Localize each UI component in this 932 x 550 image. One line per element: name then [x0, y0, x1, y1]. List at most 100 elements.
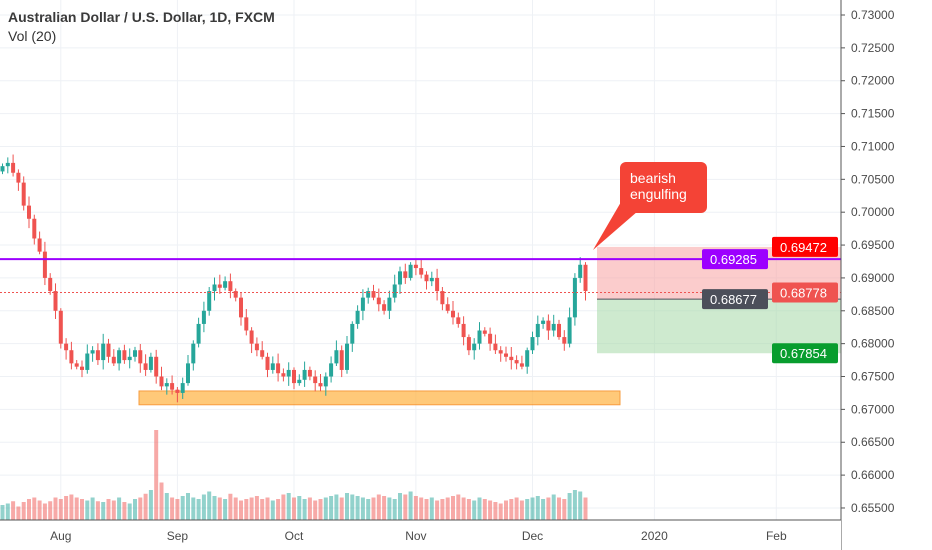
time-tick-label: Sep: [167, 529, 189, 543]
candle: [334, 340, 339, 366]
chart-legend: Australian Dollar / U.S. Dollar, 1D, FXC…: [8, 8, 275, 46]
candle: [239, 292, 243, 326]
price-tick-label: 0.69500: [851, 238, 895, 252]
candle-body: [498, 350, 503, 354]
candle: [148, 352, 153, 373]
candle-body: [504, 353, 508, 357]
volume-bar: [488, 500, 493, 520]
candle-body: [445, 304, 450, 311]
price-tick-label: 0.66000: [851, 468, 895, 482]
candle-body: [429, 277, 434, 282]
candle-body: [567, 317, 572, 344]
volume-bar: [456, 494, 461, 520]
volume-bar: [472, 500, 477, 520]
candle: [355, 305, 360, 329]
candle-body: [424, 274, 429, 282]
volume-bar: [138, 497, 143, 520]
price-label: 0.68677: [710, 292, 757, 307]
volume-bar: [117, 497, 122, 520]
candle: [435, 268, 440, 301]
candle-body: [583, 264, 588, 292]
volume-bar: [37, 500, 42, 520]
volume-indicator-label[interactable]: Vol (20): [8, 28, 57, 44]
candle: [445, 297, 450, 314]
candle-body: [493, 343, 498, 351]
volume-bar: [382, 496, 387, 520]
volume-bar: [106, 499, 111, 520]
volume-bar: [435, 500, 440, 520]
volume-bar: [302, 499, 307, 520]
candle: [398, 266, 402, 294]
price-tick-label: 0.67500: [851, 370, 895, 384]
candle-body: [477, 330, 482, 344]
volume-bar: [286, 493, 291, 520]
candle: [5, 157, 10, 174]
candle: [48, 273, 53, 295]
candle-body: [53, 291, 58, 311]
price-label: 0.68778: [780, 286, 827, 301]
price-axis: [841, 0, 932, 550]
volume-bar: [482, 499, 487, 520]
candle-body: [535, 323, 540, 338]
candle: [360, 289, 365, 321]
candle-body: [546, 320, 551, 331]
volume-bar: [355, 496, 360, 520]
candle-body: [488, 333, 493, 344]
volume-bar: [180, 496, 185, 520]
volume-bar: [143, 493, 148, 520]
candle-body: [265, 356, 270, 370]
candle: [191, 340, 196, 371]
volume-bar: [53, 497, 58, 520]
volume-bar: [101, 502, 106, 520]
volume-bar: [201, 494, 206, 520]
candle-body: [398, 271, 402, 285]
candle: [419, 259, 424, 279]
candle-body: [382, 304, 387, 311]
volume-bar: [583, 497, 588, 520]
volume-bar: [329, 496, 334, 520]
price-tick-label: 0.71500: [851, 107, 895, 121]
candle-body: [413, 264, 418, 269]
candle-body: [122, 350, 127, 361]
volume-bar: [127, 503, 132, 520]
candle: [413, 259, 418, 276]
volume-bar: [466, 499, 471, 520]
volume-bar: [334, 494, 339, 520]
candle-body: [244, 317, 249, 331]
volume-bar: [413, 496, 418, 520]
candle-body: [5, 162, 10, 167]
candle: [519, 355, 524, 370]
candle: [345, 336, 349, 374]
candle-body: [307, 369, 312, 377]
volume-bar: [509, 499, 514, 520]
price-label-bg: [772, 343, 838, 364]
candle: [111, 349, 116, 366]
candle: [318, 374, 323, 392]
candle: [249, 327, 254, 354]
candle-body: [435, 277, 440, 292]
price-tick-label: 0.71000: [851, 139, 895, 153]
symbol-title: Australian Dollar / U.S. Dollar, 1D, FXC…: [8, 9, 275, 25]
candle-body: [292, 369, 296, 384]
candle-body: [207, 291, 212, 311]
price-label: 0.69285: [710, 252, 757, 267]
volume-bar: [398, 493, 402, 520]
candle-body: [355, 310, 360, 324]
volume-bar: [297, 496, 302, 520]
candle-body: [551, 323, 556, 331]
candle: [535, 315, 540, 346]
candle-body: [85, 353, 90, 370]
price-label-bg: [702, 289, 768, 310]
bearish-engulfing-callout[interactable]: bearish engulfing: [620, 162, 707, 213]
callout-line-1: bearish: [630, 170, 676, 186]
candle-body: [572, 277, 577, 318]
volume-bar: [323, 497, 328, 520]
candle-body: [456, 317, 461, 324]
volume-bar: [42, 503, 47, 520]
candle-body: [133, 350, 137, 357]
candle-body: [466, 337, 471, 351]
time-tick-label: Feb: [766, 529, 787, 543]
candle: [90, 346, 95, 362]
candle: [201, 301, 206, 333]
